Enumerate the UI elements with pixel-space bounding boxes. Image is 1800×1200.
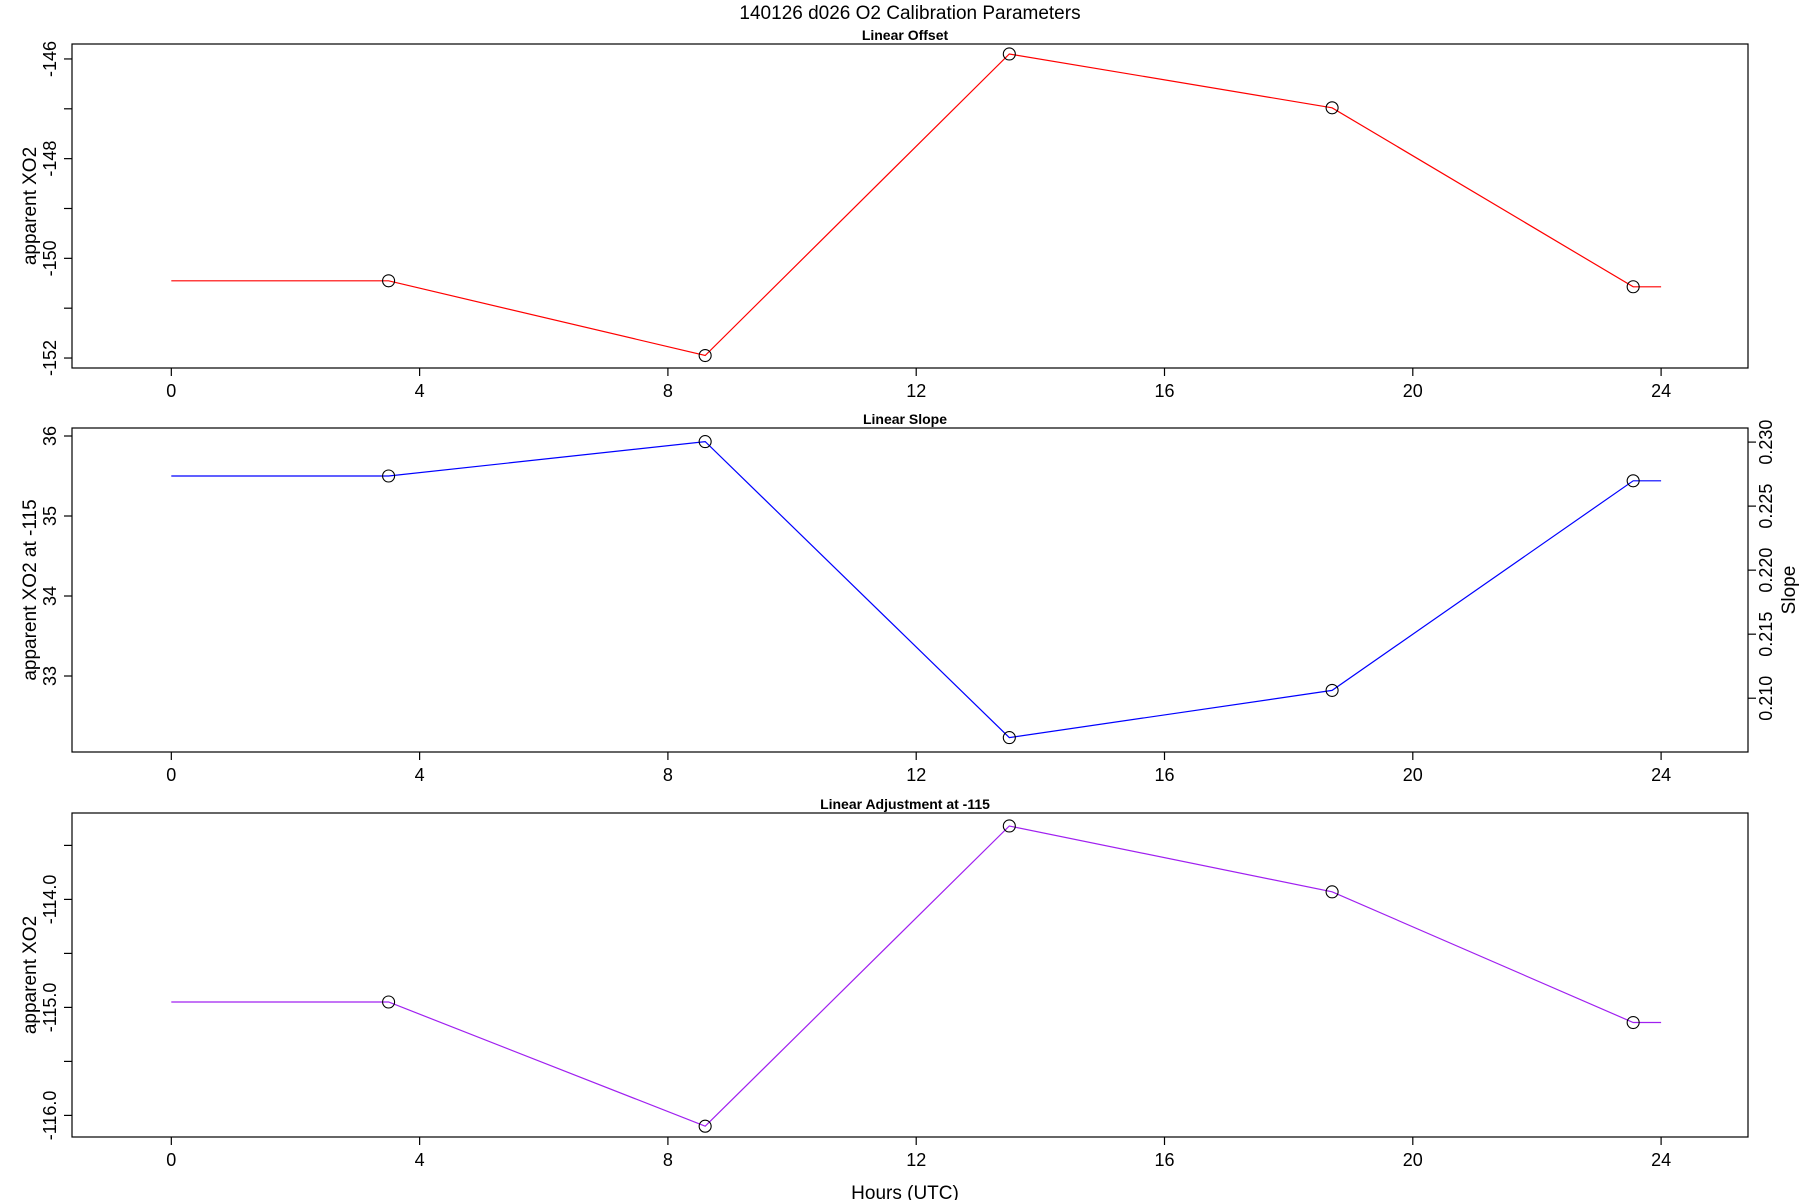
y-tick-label: 35 bbox=[40, 506, 60, 526]
y-axis-label: apparent XO2 bbox=[20, 916, 41, 1034]
x-tick-label: 24 bbox=[1651, 381, 1671, 401]
data-point bbox=[382, 274, 396, 288]
y-tick-label: -152 bbox=[40, 340, 60, 376]
x-tick-label: 4 bbox=[415, 381, 425, 401]
x-tick-label: 24 bbox=[1651, 1150, 1671, 1170]
y-axis-label: apparent XO2 at -115 bbox=[20, 499, 41, 680]
panel-title: Linear Offset bbox=[862, 27, 949, 43]
data-point bbox=[1002, 731, 1016, 745]
data-point bbox=[1325, 101, 1339, 115]
chart-panel-1: Linear Offset 0 4 8 12 16 20 24 -146 -148 -150 -152… bbox=[20, 27, 1749, 401]
x-tick-label: 16 bbox=[1154, 1150, 1174, 1170]
panel-title: Linear Slope bbox=[863, 411, 947, 427]
chart-panel-3: Linear Adjustment at -115 0 4 8 12 16 20 24 -114… bbox=[20, 796, 1749, 1200]
y-right-tick-label: 0.210 bbox=[1756, 676, 1776, 721]
x-tick-label: 8 bbox=[663, 1150, 673, 1170]
y-tick-label: -116.0 bbox=[40, 1091, 60, 1141]
x-tick-label: 8 bbox=[663, 765, 673, 785]
x-tick-label: 12 bbox=[906, 765, 926, 785]
y-tick-label: -115.0 bbox=[40, 983, 60, 1033]
data-point bbox=[1002, 819, 1016, 833]
series-line bbox=[171, 440, 1662, 739]
data-point bbox=[1626, 280, 1640, 294]
x-tick-label: 12 bbox=[906, 1150, 926, 1170]
y-right-tick-label: 0.220 bbox=[1756, 548, 1776, 593]
x-tick-label: 0 bbox=[166, 765, 176, 785]
plot-frame bbox=[71, 427, 1749, 753]
x-tick-label: 0 bbox=[166, 381, 176, 401]
y-tick-label: 36 bbox=[40, 426, 60, 446]
x-tick-label: 4 bbox=[415, 1150, 425, 1170]
chart-panel-2: Linear Slope 0 4 8 12 16 20 24 33 34 35 36 0.210 0.21… bbox=[20, 411, 1800, 785]
x-tick-label: 16 bbox=[1154, 381, 1174, 401]
x-tick-label: 20 bbox=[1403, 765, 1423, 785]
series-line bbox=[171, 53, 1662, 357]
data-point bbox=[698, 1119, 712, 1133]
series-line bbox=[171, 825, 1662, 1127]
y-axis-label: apparent XO2 bbox=[20, 147, 41, 265]
figure-title: 140126 d026 O2 Calibration Parameters bbox=[739, 3, 1080, 24]
x-tick-label: 8 bbox=[663, 381, 673, 401]
data-point bbox=[1325, 683, 1339, 697]
data-point bbox=[1626, 474, 1640, 488]
y-right-tick-label: 0.215 bbox=[1756, 612, 1776, 657]
y-tick-label: -146 bbox=[40, 41, 60, 77]
y-tick-label: 34 bbox=[40, 586, 60, 606]
panel-title: Linear Adjustment at -115 bbox=[820, 796, 990, 812]
y-right-tick-label: 0.230 bbox=[1756, 420, 1776, 465]
data-point bbox=[1626, 1015, 1640, 1030]
plot-frame bbox=[71, 43, 1749, 369]
data-point bbox=[1002, 47, 1016, 61]
x-axis-label: Hours (UTC) bbox=[851, 1183, 959, 1200]
x-tick-label: 24 bbox=[1651, 765, 1671, 785]
x-tick-label: 20 bbox=[1403, 381, 1423, 401]
data-point bbox=[382, 469, 396, 483]
data-point bbox=[698, 348, 712, 363]
x-tick-label: 20 bbox=[1403, 1150, 1423, 1170]
y-tick-label: 33 bbox=[40, 666, 60, 686]
y-tick-label: -114.0 bbox=[40, 875, 60, 925]
y-right-axis-label: Slope bbox=[1779, 566, 1800, 615]
data-point bbox=[698, 435, 712, 449]
x-tick-label: 0 bbox=[166, 1150, 176, 1170]
panels: Linear Offset 0 4 8 12 16 20 24 -146 -148 -150 -152… bbox=[20, 27, 1800, 1200]
x-tick-label: 12 bbox=[906, 381, 926, 401]
data-point bbox=[382, 995, 396, 1009]
x-tick-label: 16 bbox=[1154, 765, 1174, 785]
y-right-tick-label: 0.225 bbox=[1756, 484, 1776, 529]
y-tick-label: -150 bbox=[40, 240, 60, 276]
x-tick-label: 4 bbox=[415, 765, 425, 785]
y-tick-label: -148 bbox=[40, 141, 60, 177]
data-point bbox=[1325, 885, 1339, 899]
plot-frame bbox=[71, 812, 1749, 1138]
